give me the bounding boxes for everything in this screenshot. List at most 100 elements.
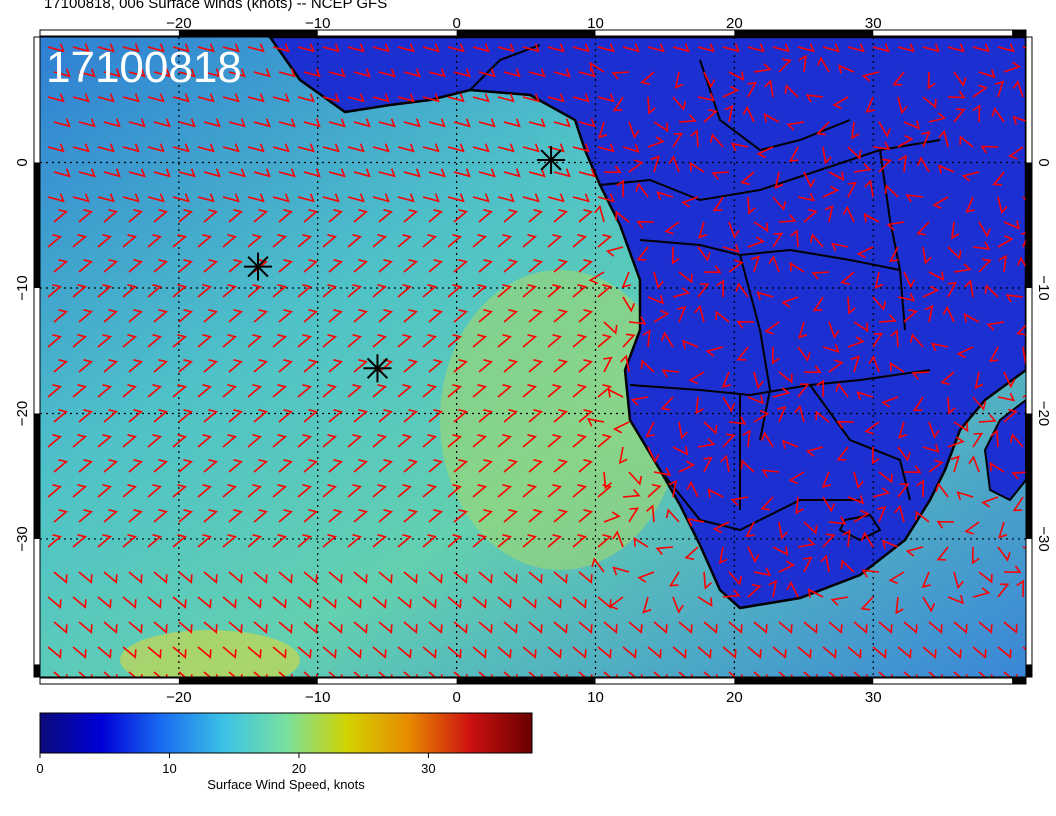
- wind-barb: [247, 93, 265, 103]
- lon-tick-label-bottom: 20: [726, 689, 743, 706]
- wind-barb: [678, 114, 697, 123]
- wind-barb: [816, 121, 830, 136]
- wind-barb: [553, 209, 568, 223]
- wind-barb: [677, 306, 687, 323]
- wind-barb: [278, 118, 296, 128]
- wind-barb: [622, 43, 640, 53]
- wind-barb: [172, 284, 187, 298]
- wind-barb: [753, 621, 768, 634]
- wind-barb: [646, 504, 655, 523]
- wind-barb: [453, 459, 468, 473]
- axis-segment: [1012, 30, 1026, 36]
- wind-barb: [472, 434, 487, 448]
- lon-tick-label-bottom: −20: [166, 689, 191, 706]
- wind-barb: [872, 487, 891, 498]
- wind-barb: [53, 571, 68, 584]
- wind-barb: [447, 484, 462, 498]
- wind-barb: [928, 421, 940, 439]
- wind-barb: [472, 646, 487, 659]
- wind-barb: [547, 93, 565, 103]
- wind-barb: [503, 359, 518, 373]
- wind-barb: [297, 646, 312, 659]
- wind-barb: [197, 193, 215, 203]
- wind-barb: [203, 621, 218, 634]
- wind-barb: [47, 534, 62, 548]
- wind-barb: [747, 43, 765, 53]
- wind-barb: [830, 596, 849, 606]
- wind-barb: [197, 384, 212, 398]
- wind-barb: [153, 168, 171, 178]
- wind-barb: [653, 271, 664, 290]
- wind-barb: [735, 282, 749, 298]
- wind-barb: [497, 646, 512, 659]
- wind-barb: [422, 143, 440, 153]
- wind-barb: [122, 234, 137, 248]
- wind-barb: [422, 334, 437, 348]
- wind-barb: [938, 129, 949, 148]
- wind-barb: [553, 68, 571, 78]
- wind-barb: [528, 459, 543, 473]
- axis-segment: [178, 30, 318, 36]
- wind-barb: [722, 43, 740, 53]
- wind-barb: [53, 359, 68, 373]
- wind-barb: [822, 185, 840, 198]
- wind-barb: [547, 646, 562, 659]
- wind-barb: [278, 621, 293, 634]
- wind-barb: [763, 113, 780, 123]
- wind-barb: [122, 484, 137, 498]
- wind-barb: [990, 429, 999, 448]
- wind-barb: [922, 246, 932, 265]
- wind-barb: [403, 571, 418, 584]
- colorbar-tick-label: 30: [421, 761, 435, 776]
- wind-barb: [472, 143, 490, 153]
- wind-barb: [53, 621, 68, 634]
- wind-barb: [472, 284, 487, 298]
- wind-barb: [772, 387, 791, 398]
- wind-barb: [472, 43, 490, 53]
- wind-barb: [147, 534, 162, 548]
- wind-barb: [989, 346, 999, 363]
- wind-barb: [572, 93, 590, 103]
- wind-barb: [147, 596, 162, 609]
- wind-barb: [1008, 146, 1024, 160]
- wind-barb: [97, 143, 115, 153]
- wind-barb: [903, 621, 918, 634]
- wind-barb: [878, 621, 893, 634]
- wind-barb: [653, 467, 672, 477]
- wind-barb: [647, 295, 664, 305]
- wind-barb: [478, 309, 493, 323]
- wind-barb: [403, 459, 418, 473]
- wind-barb: [553, 409, 568, 423]
- wind-barb: [936, 546, 949, 561]
- wind-barb: [47, 334, 62, 348]
- wind-barb: [997, 583, 1010, 598]
- wind-barb: [850, 355, 860, 373]
- wind-barb: [47, 93, 65, 103]
- wind-barb: [403, 359, 418, 373]
- wind-barb: [815, 410, 830, 423]
- wind-barb: [603, 321, 618, 335]
- lon-tick-label-top: 30: [865, 15, 882, 32]
- wind-barb: [847, 336, 865, 348]
- wind-barb: [478, 209, 493, 223]
- wind-barb: [828, 171, 845, 181]
- wind-barb: [772, 646, 787, 659]
- wind-barb: [328, 359, 343, 373]
- wind-barb: [78, 118, 96, 128]
- wind-barb: [882, 539, 899, 549]
- wind-barb: [522, 43, 540, 53]
- wind-barb: [122, 434, 137, 448]
- wind-barb: [278, 359, 293, 373]
- wind-barb: [103, 621, 118, 634]
- wind-barb: [897, 135, 914, 148]
- wind-barb: [656, 191, 674, 201]
- wind-barb: [203, 409, 218, 423]
- wind-barb: [178, 571, 193, 584]
- wind-barb: [797, 646, 812, 659]
- wind-barb: [630, 396, 649, 406]
- wind-barb: [47, 646, 62, 659]
- wind-barb: [347, 43, 365, 53]
- wind-barb: [503, 409, 518, 423]
- wind-barb: [578, 118, 596, 128]
- wind-barb: [203, 571, 218, 584]
